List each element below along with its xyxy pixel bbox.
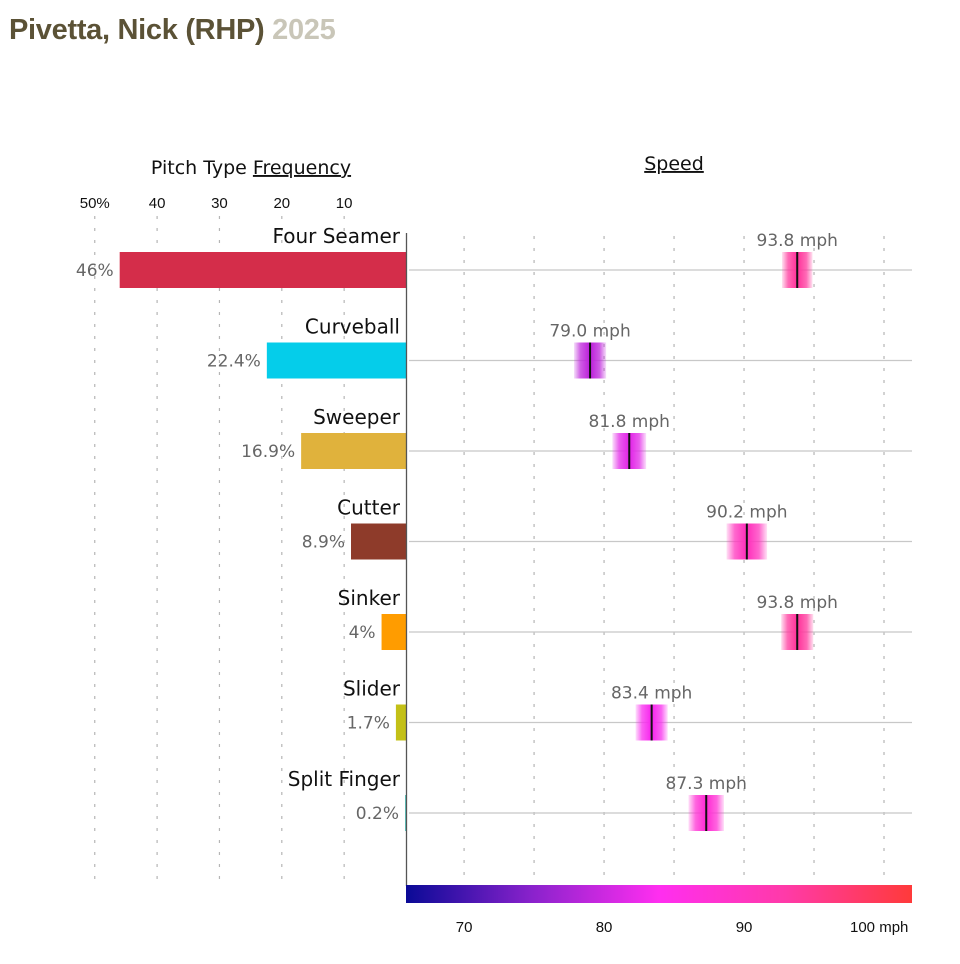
pitch-type-label: Sweeper — [313, 405, 401, 429]
frequency-bar[interactable] — [301, 433, 407, 469]
speed-value-label: 93.8 mph — [757, 593, 838, 613]
frequency-axis-ticks: 50% 40 30 20 10 — [80, 195, 353, 212]
frequency-value-label: 16.9% — [241, 442, 295, 462]
speed-value-label: 79.0 mph — [549, 322, 630, 342]
speed-tick-label: 70 — [456, 919, 473, 936]
speed-tick-label: 90 — [736, 919, 753, 936]
frequency-bar[interactable] — [395, 704, 407, 741]
pitch-row: Curveball 22.4% 79.0 mph — [207, 315, 912, 379]
frequency-gridlines — [94, 216, 345, 880]
speed-panel-title: Speed — [644, 153, 704, 175]
frequency-value-label: 46% — [76, 261, 114, 281]
pitch-row: Cutter 8.9% 90.2 mph — [302, 496, 912, 560]
speed-value-label: 81.8 mph — [589, 412, 670, 432]
frequency-tick-label: 50% — [80, 195, 110, 212]
frequency-value-label: 1.7% — [347, 714, 390, 734]
player-name: Pivetta, Nick (RHP) — [9, 14, 265, 46]
frequency-bar[interactable] — [405, 795, 407, 831]
pitch-type-label: Cutter — [337, 496, 401, 520]
speed-tick-label: 100 mph — [850, 919, 908, 936]
frequency-panel-title: Pitch Type Frequency — [151, 157, 351, 179]
pitch-type-label: Sinker — [338, 586, 401, 610]
frequency-bar[interactable] — [266, 342, 407, 379]
frequency-tick-label: 40 — [149, 195, 166, 212]
speed-value-label: 87.3 mph — [666, 774, 747, 794]
pitch-type-label: Slider — [343, 677, 401, 701]
pitch-type-label: Four Seamer — [272, 224, 400, 248]
speed-value-label: 90.2 mph — [706, 503, 787, 523]
frequency-value-label: 4% — [349, 623, 376, 643]
frequency-bar[interactable] — [381, 614, 407, 650]
speed-axis-ticks: 70 80 90 100 mph — [456, 919, 909, 936]
frequency-bar[interactable] — [119, 252, 407, 288]
frequency-bar[interactable] — [351, 523, 407, 560]
frequency-value-label: 8.9% — [302, 533, 345, 553]
frequency-tick-label: 10 — [336, 195, 353, 212]
pitch-rows: Four Seamer 46% 93.8 mph Curveball 22.4% 79.0… — [76, 224, 912, 831]
pitch-row: Slider 1.7% 83.4 mph — [343, 677, 912, 741]
frequency-tick-label: 20 — [273, 195, 290, 212]
speed-value-label: 93.8 mph — [757, 231, 838, 251]
speed-tick-label: 80 — [596, 919, 613, 936]
speed-value-label: 83.4 mph — [611, 684, 692, 704]
season-year: 2025 — [272, 14, 336, 46]
frequency-value-label: 22.4% — [207, 352, 261, 372]
frequency-tick-label: 30 — [211, 195, 228, 212]
pitch-row: Sweeper 16.9% 81.8 mph — [241, 405, 912, 469]
frequency-value-label: 0.2% — [356, 804, 399, 824]
chart-title: Pivetta, Nick (RHP) 2025 — [9, 14, 336, 47]
pitch-type-label: Curveball — [305, 315, 400, 339]
pitch-type-label: Split Finger — [288, 767, 401, 791]
pitch-row: Sinker 4% 93.8 mph — [338, 586, 912, 650]
pitch-row: Split Finger 0.2% 87.3 mph — [288, 767, 912, 831]
pitch-row: Four Seamer 46% 93.8 mph — [76, 224, 912, 288]
speed-color-scale — [406, 885, 912, 903]
